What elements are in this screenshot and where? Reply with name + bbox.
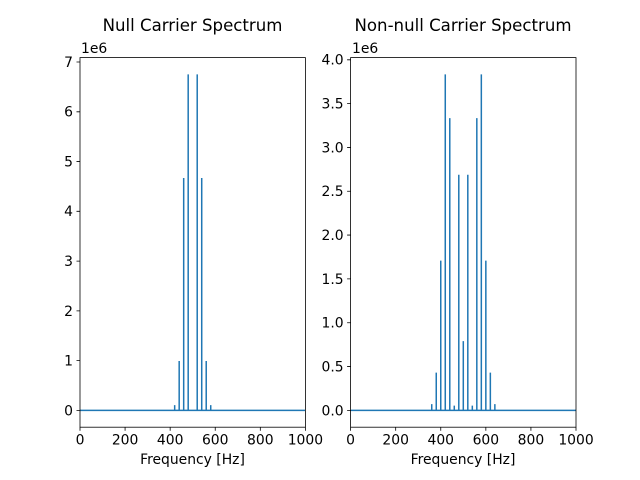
y-tick-label: 2.0 [322, 228, 344, 244]
y-tick-label: 1.5 [322, 272, 344, 288]
right-plot-title: Non-null Carrier Spectrum [354, 16, 572, 35]
x-tick-label: 400 [428, 433, 455, 449]
x-tick-label: 800 [247, 433, 274, 449]
x-tick-label: 600 [473, 433, 500, 449]
y-tick-label: 3 [64, 254, 73, 270]
x-tick-label: 1000 [558, 433, 593, 449]
y-tick-label: 1.0 [322, 316, 344, 332]
tick-marks [76, 61, 306, 431]
y-tick-label: 3.0 [322, 140, 344, 156]
y-tick-label: 2 [64, 304, 73, 320]
x-tick-label: 600 [202, 433, 229, 449]
y-tick-label: 7 [64, 55, 73, 71]
right-y-axis-offset-label: 1e6 [352, 41, 379, 57]
x-tick-label: 1000 [288, 433, 323, 449]
x-tick-label: 400 [157, 433, 184, 449]
x-tick-label: 0 [76, 433, 85, 449]
x-tick-label: 200 [112, 433, 139, 449]
x-tick-label: 0 [346, 433, 355, 449]
right-x-axis-label: Frequency [Hz] [410, 452, 516, 468]
y-tick-label: 4 [64, 204, 73, 220]
y-tick-label: 1 [64, 354, 73, 370]
spectrum-line [350, 74, 576, 412]
subplot-1: 0 200 400 600 800 1000 0.0 0.5 1.0 1.5 2.0 2.5 3.0 3.… [322, 53, 594, 449]
y-tick-label: 3.5 [322, 97, 344, 113]
y-tick-label: 5 [64, 154, 73, 170]
axes-border [350, 57, 577, 428]
spectrum-line [80, 74, 306, 412]
y-tick-label: 4.0 [322, 53, 344, 69]
y-tick-label: 2.5 [322, 184, 344, 200]
y-tick-label: 0.0 [322, 403, 344, 419]
x-tick-label: 200 [382, 433, 409, 449]
y-tick-label: 0.5 [322, 359, 344, 375]
axes-border [79, 57, 306, 428]
left-x-axis-label: Frequency [Hz] [140, 452, 245, 468]
x-tick-label: 800 [518, 433, 545, 449]
left-plot-title: Null Carrier Spectrum [102, 16, 283, 35]
left-y-axis-offset-label: 1e6 [81, 41, 108, 57]
y-tick-label: 0 [64, 403, 73, 419]
y-tick-label: 6 [64, 105, 73, 121]
subplot-0: 0 200 400 600 800 1000 0 1 2 3 4 5 6 7 [64, 55, 323, 449]
tick-marks [347, 59, 577, 431]
